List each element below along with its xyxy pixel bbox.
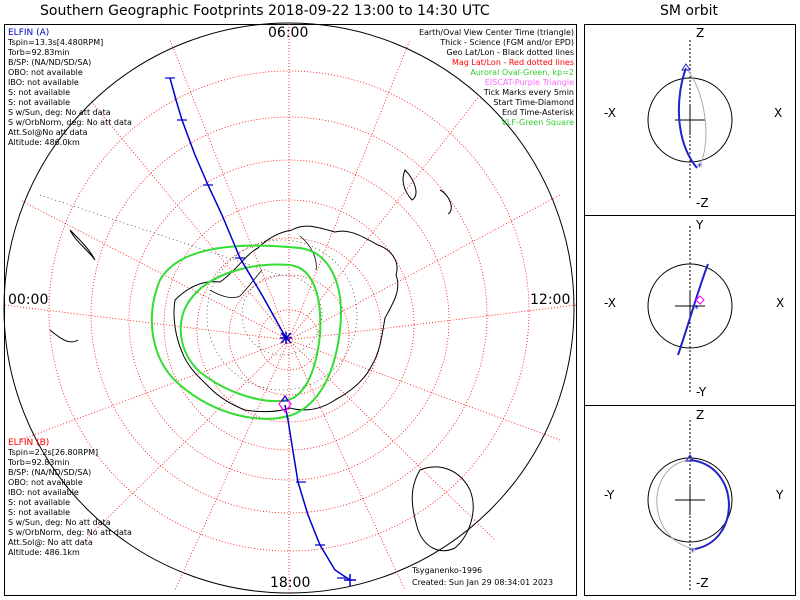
elfin-b-end-asterisk: [344, 574, 356, 586]
legend-item: Earth/Oval View Center Time (triangle): [418, 28, 574, 37]
geo-grid: [39, 194, 358, 391]
mlt-label-right: 12:00: [530, 292, 571, 308]
mlt-label-left: 00:00: [8, 292, 49, 308]
elfin-b-line: S w/OrbNorm, deg: No att data: [8, 528, 132, 537]
sm3-right-label: Y: [776, 488, 784, 502]
elfin-a-line: Torb=92.83min: [8, 48, 70, 57]
elfin-a-line: Altitude: 486.0km: [8, 138, 80, 147]
elfin-b-line: S: not available: [8, 508, 71, 517]
elfin-a-line: S w/OrbNorm, deg: No att data: [8, 118, 132, 127]
elfin-a-line: S: not available: [8, 98, 71, 107]
elfin-b-line: Tspin=2.2s[26.80RPM]: [8, 448, 99, 457]
sm2-left-label: -X: [604, 296, 616, 310]
sm2-bottom-label: -Y: [696, 385, 707, 399]
svg-text:*: *: [697, 162, 702, 173]
elfin-a-name: ELFIN (A): [8, 28, 50, 38]
landmass-south-america: [49, 229, 96, 343]
legend: Earth/Oval View Center Time (triangle) T…: [374, 28, 574, 128]
elfin-b-line: B/SP: (NA/ND/SD/SA): [8, 468, 92, 477]
elfin-b-name: ELFIN (B): [8, 438, 50, 448]
sm2-top-label: Y: [696, 218, 704, 232]
sm3-top-label: Z: [696, 408, 705, 422]
elfin-b-track: [278, 395, 356, 586]
sm-panel-2: *: [647, 226, 733, 392]
sm1-right-label: X: [774, 106, 783, 120]
legend-item: VLF-Green Square: [501, 118, 574, 127]
legend-item: Geo Lat/Lon - Black dotted lines: [446, 48, 574, 57]
sm3-bottom-label: -Z: [696, 576, 709, 590]
footer-created: Created: Sun Jan 29 08:34:01 2023: [412, 578, 554, 587]
landmass-africa: [402, 169, 452, 215]
sm-orbit-title: SM orbit: [660, 3, 719, 19]
sm3-left-label: -Y: [604, 488, 615, 502]
elfin-b-line: Altitude: 486.1km: [8, 548, 80, 557]
sm-panel-3: *: [647, 420, 733, 590]
legend-item: End Time-Asterisk: [501, 108, 574, 117]
legend-item: Thick - Science (FGM and/or EPD): [440, 38, 574, 47]
auroral-oval: [150, 244, 342, 420]
elfin-a-line: S: not available: [8, 88, 71, 97]
elfin-a-line: S w/Sun, deg: No att data: [8, 108, 111, 117]
globe: [3, 22, 577, 594]
elfin-b-line: S w/Sun, deg: No att data: [8, 518, 111, 527]
svg-text:*: *: [690, 547, 695, 558]
start-diamond: [278, 395, 292, 413]
mlt-label-top: 06:00: [268, 25, 309, 41]
elfin-a-line: IBO: not available: [8, 78, 79, 87]
elfin-a-line: Att.Sol@No att data: [8, 128, 88, 137]
sm-frame: [584, 24, 796, 596]
sm1-bottom-label: -Z: [696, 196, 709, 210]
elfin-b-line: IBO: not available: [8, 488, 79, 497]
legend-item: Auroral Oval-Green, kp=2: [470, 68, 574, 77]
elfin-b-line: OBO: not available: [8, 478, 83, 487]
elfin-b-line: S: not available: [8, 498, 71, 507]
sm2-right-label: X: [776, 296, 785, 310]
view-center-triangle: [281, 395, 289, 402]
antarctica-outline: [173, 225, 399, 413]
svg-text:*: *: [694, 304, 699, 315]
elfin-a-line: Tspin=13.3s[4.480RPM]: [8, 38, 104, 47]
legend-item: Tick Marks every 5min: [483, 88, 574, 97]
legend-item: Mag Lat/Lon - Red dotted lines: [451, 58, 574, 67]
legend-item: EISCAT-Purple Triangle: [484, 78, 574, 87]
elfin-a-line: B/SP: (NA/ND/SD/SA): [8, 58, 92, 67]
sm1-top-label: Z: [696, 26, 705, 40]
elfin-b-info: ELFIN (B) Tspin=2.2s[26.80RPM] Torb=92.8…: [8, 438, 132, 558]
landmass-australia: [411, 466, 474, 552]
legend-item: Start Time-Diamond: [493, 98, 574, 107]
sm-panel-1: *: [647, 40, 733, 200]
elfin-a-end-asterisk: [280, 332, 292, 344]
elfin-a-line: OBO: not available: [8, 68, 83, 77]
footer-author: Tsyganenko-1996: [412, 566, 483, 575]
elfin-a-info: ELFIN (A) Tspin=13.3s[4.480RPM] Torb=92.…: [8, 28, 132, 148]
elfin-b-line: Att.Sol@: No att data: [8, 538, 93, 547]
sm1-left-label: -X: [604, 106, 616, 120]
mlt-label-bottom: 18:00: [270, 575, 311, 591]
elfin-a-track: [165, 77, 292, 344]
page-title: Southern Geographic Footprints 2018-09-2…: [40, 3, 490, 19]
elfin-b-line: Torb=92.83min: [8, 458, 70, 467]
